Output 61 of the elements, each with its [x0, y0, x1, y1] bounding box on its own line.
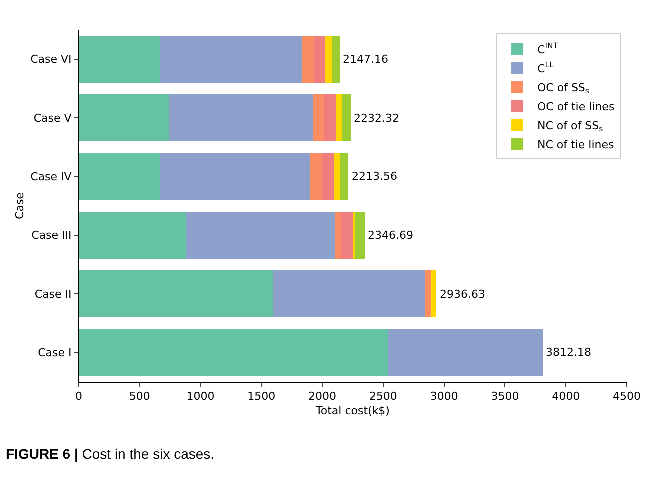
- bar: [79, 212, 186, 259]
- bar: [388, 329, 544, 376]
- bar: [314, 36, 326, 83]
- bar: [356, 212, 365, 259]
- total-label: 2232.32: [354, 112, 400, 125]
- bar: [302, 36, 315, 83]
- bar: [160, 153, 311, 200]
- legend-label: NC of tie lines: [538, 138, 615, 152]
- total-label: 3812.18: [546, 346, 592, 359]
- bar: [79, 329, 388, 376]
- bar: [186, 212, 335, 259]
- bar: [79, 94, 170, 142]
- legend-label: OC of tie lines: [538, 100, 615, 114]
- y-tick-label: Case I: [38, 346, 72, 360]
- bar: [432, 270, 437, 318]
- bar: [310, 153, 322, 200]
- bar: [341, 212, 354, 259]
- bar: [326, 36, 332, 83]
- total-label: 2936.63: [440, 288, 486, 301]
- bar: [334, 212, 342, 259]
- legend-label: C$^{LL}$: [538, 60, 554, 76]
- bar: [353, 212, 356, 259]
- y-tick-label: Case V: [34, 112, 72, 125]
- x-tick-label: 1500: [248, 390, 276, 404]
- y-tick-label: Case III: [32, 229, 72, 242]
- y-tick-label: Case IV: [30, 170, 72, 184]
- caption: FIGURE 6 | Cost in the six cases.: [6, 446, 215, 463]
- bar: [160, 36, 302, 83]
- bar: [79, 36, 160, 83]
- total-label: 2213.56: [352, 170, 398, 183]
- x-tick-label: 0: [76, 390, 82, 404]
- x-tick-label: 4000: [552, 390, 580, 404]
- bar: [336, 94, 342, 142]
- x-tick-label: 1000: [186, 390, 215, 404]
- bar: [79, 153, 160, 200]
- bar: [324, 94, 336, 142]
- bar: [273, 270, 426, 318]
- bar: [342, 94, 351, 142]
- x-tick-label: 2500: [369, 390, 398, 404]
- bar: [332, 36, 340, 83]
- x-tick-label: 3000: [430, 390, 458, 404]
- y-axis-title: Case: [13, 192, 26, 220]
- legend-label: OC of SS$_{s}$: [538, 81, 590, 96]
- bar: [334, 153, 340, 200]
- bar: [340, 153, 349, 200]
- x-tick-label: 4500: [613, 390, 641, 404]
- bar: [426, 270, 432, 318]
- bar: [322, 153, 334, 200]
- x-tick-label: 500: [129, 390, 150, 404]
- legend-label: C$^{INT}$: [538, 42, 558, 56]
- y-tick-label: Case VI: [30, 53, 72, 66]
- x-tick-label: 2000: [308, 390, 337, 404]
- x-axis-title: Total cost(k$): [315, 404, 390, 418]
- y-tick-label: Case II: [34, 288, 72, 301]
- total-label: 2147.16: [343, 53, 388, 66]
- bar: [312, 94, 325, 142]
- total-label: 2346.69: [368, 229, 414, 242]
- bar: [79, 270, 274, 318]
- bar: [170, 94, 313, 142]
- x-tick-label: 3500: [491, 390, 520, 404]
- legend-label: NC of of SS$_{s}$: [538, 119, 604, 134]
